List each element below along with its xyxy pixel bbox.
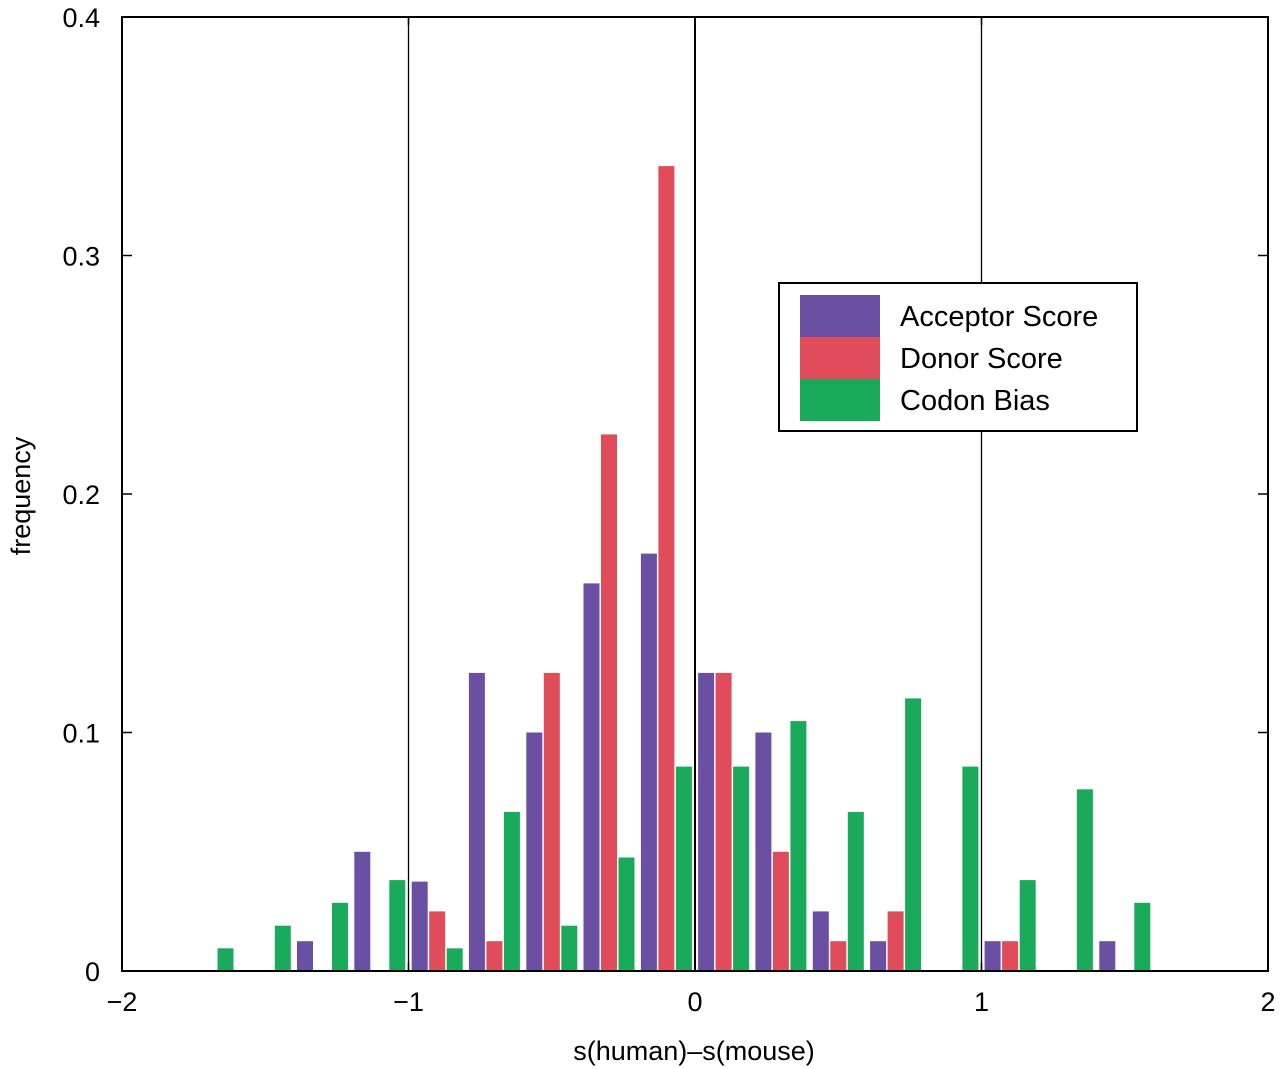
x-tick-label: −1 xyxy=(393,987,424,1017)
legend-swatch xyxy=(800,337,880,379)
bar-acceptor-score xyxy=(583,583,600,971)
bar-acceptor-score xyxy=(984,941,1001,971)
legend: Acceptor Score Donor Score Codon Bias xyxy=(778,282,1138,432)
bar-donor-score xyxy=(1002,941,1019,971)
bar-codon-bias xyxy=(790,721,807,971)
y-tick-label: 0.2 xyxy=(62,480,100,510)
x-tick-label: −2 xyxy=(107,987,138,1017)
bars-layer xyxy=(217,166,1151,972)
legend-label: Donor Score xyxy=(900,343,1063,375)
bar-acceptor-score xyxy=(698,672,715,971)
bar-acceptor-score xyxy=(870,941,887,971)
bar-acceptor-score xyxy=(411,881,428,971)
bar-donor-score xyxy=(658,166,675,972)
bar-codon-bias xyxy=(847,811,864,971)
bar-codon-bias xyxy=(446,948,463,971)
bar-acceptor-score xyxy=(1099,941,1116,971)
legend-label: Codon Bias xyxy=(900,385,1050,417)
bar-codon-bias xyxy=(733,766,750,971)
y-tick-label: 0 xyxy=(85,957,100,987)
y-tick-label: 0.1 xyxy=(62,719,100,749)
bar-acceptor-score xyxy=(640,553,657,971)
bar-acceptor-score xyxy=(812,911,829,971)
bar-codon-bias xyxy=(1019,880,1036,971)
bar-codon-bias xyxy=(561,925,578,971)
bar-donor-score xyxy=(887,911,904,971)
legend-swatch xyxy=(800,379,880,421)
vertical-reference-lines xyxy=(407,17,983,971)
bar-acceptor-score xyxy=(297,941,313,971)
x-tick-label: 0 xyxy=(687,987,702,1017)
bar-codon-bias xyxy=(675,766,692,971)
bar-codon-bias xyxy=(1076,789,1093,971)
bar-codon-bias xyxy=(389,880,406,971)
legend-swatch xyxy=(800,295,880,337)
bar-codon-bias xyxy=(503,811,520,971)
bar-codon-bias xyxy=(618,857,635,971)
y-axis-label: frequency xyxy=(6,436,36,555)
bar-acceptor-score xyxy=(526,732,543,971)
x-axis-label: s(human)–s(mouse) xyxy=(573,1036,815,1066)
bar-donor-score xyxy=(486,941,503,971)
bar-donor-score xyxy=(830,941,847,971)
bar-donor-score xyxy=(715,672,732,971)
bar-acceptor-score xyxy=(354,851,371,972)
legend-label: Acceptor Score xyxy=(900,301,1098,333)
bar-codon-bias xyxy=(332,902,348,971)
x-tick-label: 2 xyxy=(1260,987,1275,1017)
x-tick-label: 1 xyxy=(974,987,989,1017)
bar-codon-bias xyxy=(1134,902,1151,971)
bar-acceptor-score xyxy=(468,672,485,971)
bar-donor-score xyxy=(543,672,560,971)
bar-donor-score xyxy=(429,911,446,971)
bar-donor-score xyxy=(601,434,617,971)
bar-codon-bias xyxy=(274,925,291,971)
y-tick-label: 0.3 xyxy=(62,242,100,272)
y-tick-label: 0.4 xyxy=(62,3,100,33)
bar-acceptor-score xyxy=(755,732,772,971)
bar-codon-bias xyxy=(962,766,979,971)
bar-donor-score xyxy=(772,851,789,972)
axis-ticks: −2 −1 0 1 2 0 0.1 0.2 0.3 0.4 xyxy=(62,3,1275,1017)
bar-codon-bias xyxy=(217,948,234,971)
bar-codon-bias xyxy=(905,698,922,971)
